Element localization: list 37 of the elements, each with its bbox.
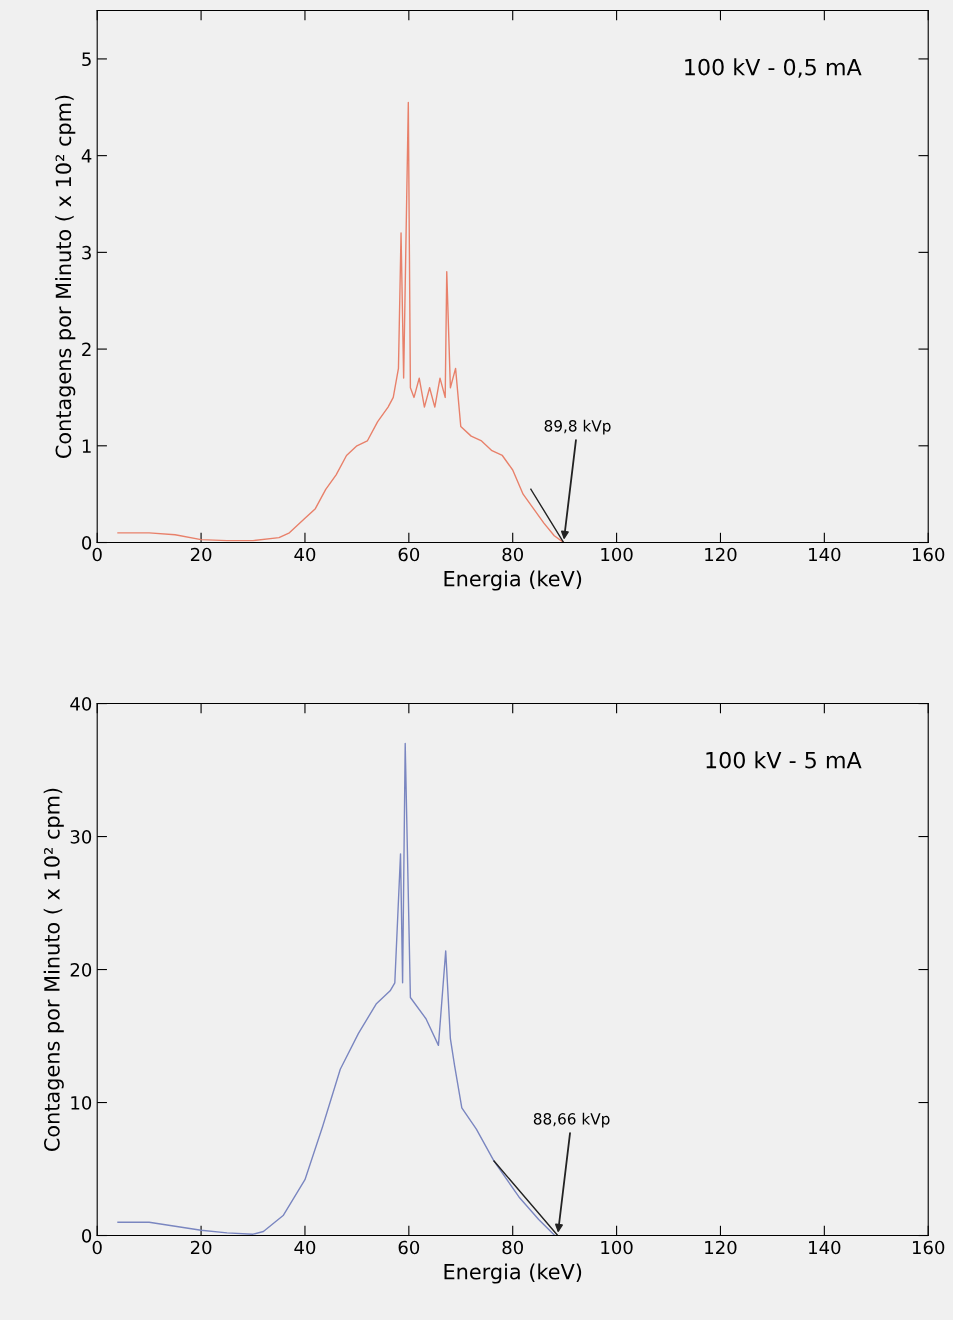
annotation: 89,8 kVp [544,419,611,435]
y-tick-label: 2 [82,342,91,356]
y-tick-label: 4 [81,149,92,163]
x-tick-label: 80 [502,1240,523,1255]
x-tick-label: 140 [809,547,841,562]
x-axis-title: Energia (keV) [444,1263,582,1284]
x-tick-label: 20 [190,1240,212,1255]
x-tick-label: 100 [601,547,633,562]
x-tick-label: 80 [502,547,523,562]
y-tick-label: 0 [82,1228,92,1243]
annotation: 88,66 kVp [533,1112,610,1128]
y-axis-title: Contagens por Minuto ( x 10² cpm) [43,788,64,1152]
x-tick-label: 120 [705,547,737,562]
annotation: 100 kV - 5 mA [706,751,862,769]
x-tick-label: 140 [809,1240,841,1255]
x-tick-label: 40 [294,1240,316,1255]
y-tick-label: 1 [82,439,91,453]
x-tick-label: 0 [92,1240,102,1255]
y-tick-label: 3 [82,245,91,260]
x-tick-label: 40 [294,547,316,562]
y-tick-label: 20 [70,963,92,977]
x-tick-label: 100 [601,1240,633,1255]
x-tick-label: 160 [912,547,945,562]
y-tick-label: 30 [70,830,92,844]
x-axis-title: Energia (keV) [444,570,582,591]
x-tick-label: 160 [912,1240,945,1255]
x-tick-label: 20 [190,547,212,562]
annotation: 100 kV - 0,5 mA [685,58,862,78]
x-tick-label: 60 [398,547,420,562]
y-axis-title: Contagens por Minuto ( x 10² cpm) [55,95,76,459]
y-tick-label: 0 [82,535,92,550]
y-tick-label: 10 [71,1095,92,1110]
x-tick-label: 0 [92,547,102,562]
y-tick-label: 5 [82,52,91,67]
x-tick-label: 60 [398,1240,420,1255]
y-tick-label: 40 [70,697,92,711]
x-tick-label: 120 [705,1240,737,1255]
